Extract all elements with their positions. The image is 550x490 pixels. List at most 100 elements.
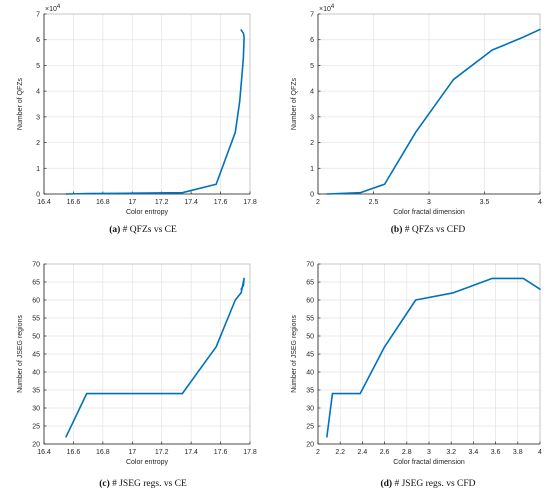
y-tick-label: 20 [306, 442, 314, 449]
y-tick-label: 7 [310, 12, 314, 19]
y-axis-label: Number of QFZs [291, 77, 298, 130]
y-tick-label: 2 [310, 140, 314, 147]
figure-caption: (b) # QFZs vs CFD [391, 224, 466, 235]
y-multiplier-base: ×10 [45, 6, 57, 13]
y-tick-label: 40 [306, 370, 314, 377]
x-tick-label: 2 [316, 449, 320, 456]
y-tick-label: 65 [306, 280, 314, 287]
y-tick-label: 3 [36, 114, 40, 121]
y-tick-label: 40 [32, 370, 40, 377]
x-tick-label: 3.5 [480, 199, 490, 206]
x-tick-label: 17.6 [214, 449, 228, 456]
y-tick-label: 70 [306, 262, 314, 269]
caption-letter: (a) [109, 224, 120, 235]
y-tick-label: 2 [36, 140, 40, 147]
x-tick-label: 17.6 [214, 199, 228, 206]
y-tick-label: 25 [32, 424, 40, 431]
x-tick-label: 17.2 [155, 199, 169, 206]
y-tick-label: 45 [32, 352, 40, 359]
x-tick-label: 16.4 [37, 449, 51, 456]
x-tick-label: 16.8 [96, 449, 110, 456]
y-tick-label: 0 [310, 192, 314, 199]
y-tick-label: 70 [32, 262, 40, 269]
x-tick-label: 16.4 [37, 199, 51, 206]
y-tick-label: 50 [32, 334, 40, 341]
x-axis-label: Color fractal dimension [393, 459, 465, 466]
x-tick-label: 2.8 [402, 449, 412, 456]
figure-caption: (a) # QFZs vs CE [109, 224, 177, 235]
x-tick-label: 2.5 [369, 199, 379, 206]
y-multiplier-exponent: 4 [331, 4, 335, 10]
series-line-1 [326, 28, 541, 195]
x-tick-label: 17 [128, 199, 136, 206]
y-tick-label: 45 [306, 352, 314, 359]
y-tick-label: 5 [36, 63, 40, 70]
x-tick-label: 3 [427, 449, 431, 456]
y-tick-label: 1 [36, 166, 40, 173]
x-tick-label: 3 [427, 199, 431, 206]
chart-panel-1: 16.4 16.6 16.8 17 17.2 17.4 17.6 17.8 0 1 2 3 4 5 6 7 ×1… [17, 4, 257, 216]
figure-caption: (d) # JSEG regs. vs CFD [380, 478, 475, 489]
y-tick-label: 6 [310, 37, 314, 44]
x-tick-label: 3.4 [469, 449, 479, 456]
y-tick-label: 0 [36, 192, 40, 199]
y-tick-label: 4 [36, 89, 40, 96]
y-axis-multiplier: ×104 [319, 4, 335, 13]
caption-letter: (c) [99, 478, 110, 489]
x-tick-label: 17.4 [184, 199, 198, 206]
x-tick-label: 16.6 [67, 199, 81, 206]
chart-panel-3: 16.4 16.6 16.8 17 17.2 17.4 17.6 17.8 20 25 30 35 40… [17, 262, 257, 467]
x-axis-label: Color entropy [126, 459, 169, 466]
y-tick-label: 30 [306, 406, 314, 413]
x-tick-label: 2.2 [335, 449, 345, 456]
x-tick-label: 2 [316, 199, 320, 206]
x-tick-label: 3.8 [513, 449, 523, 456]
y-tick-label: 4 [310, 89, 314, 96]
x-tick-label: 17.8 [243, 199, 257, 206]
x-tick-label: 2.4 [358, 449, 368, 456]
y-tick-label: 5 [310, 63, 314, 70]
y-tick-label: 65 [32, 280, 40, 287]
x-tick-label: 17 [128, 449, 136, 456]
caption-text: # QFZs vs CE [120, 225, 177, 235]
y-tick-label: 30 [32, 406, 40, 413]
y-tick-label: 3 [310, 114, 314, 121]
x-tick-label: 16.8 [96, 199, 110, 206]
figure-caption: (c) # JSEG regs. vs CE [99, 478, 187, 489]
series-line-1 [326, 277, 541, 438]
caption-text: # JSEG regs. vs CE [110, 479, 187, 489]
chart-panel-4: 2 2.2 2.4 2.6 2.8 3 3.2 3.4 3.6 3.8 4 20 25 30 35 40 45 5… [291, 262, 542, 467]
x-tick-label: 3.6 [491, 449, 501, 456]
x-tick-label: 3.2 [446, 449, 456, 456]
caption-text: # QFZs vs CFD [402, 225, 465, 235]
series-line-1 [65, 277, 245, 438]
y-tick-label: 25 [306, 424, 314, 431]
x-tick-label: 17.2 [155, 449, 169, 456]
y-tick-label: 20 [32, 442, 40, 449]
x-tick-label: 17.8 [243, 449, 257, 456]
y-tick-label: 60 [306, 298, 314, 305]
y-axis-label: Number of JSEG regions [17, 315, 24, 393]
x-tick-label: 2.6 [380, 449, 390, 456]
x-axis-label: Color entropy [126, 209, 169, 216]
y-tick-label: 55 [306, 316, 314, 323]
x-axis-label: Color fractal dimension [393, 209, 465, 216]
x-tick-label: 4 [538, 449, 542, 456]
y-tick-label: 50 [306, 334, 314, 341]
y-multiplier-base: ×10 [319, 6, 331, 13]
caption-text: # JSEG regs. vs CFD [392, 479, 476, 489]
y-tick-label: 60 [32, 298, 40, 305]
x-tick-label: 16.6 [67, 449, 81, 456]
y-tick-label: 7 [36, 12, 40, 19]
y-tick-label: 35 [306, 388, 314, 395]
caption-letter: (d) [380, 478, 392, 489]
y-axis-label: Number of JSEG regions [291, 315, 298, 393]
y-multiplier-exponent: 4 [57, 4, 61, 10]
y-tick-label: 35 [32, 388, 40, 395]
y-axis-label: Number of QFZs [17, 77, 24, 130]
x-tick-label: 4 [538, 199, 542, 206]
caption-letter: (b) [391, 224, 403, 235]
y-tick-label: 1 [310, 166, 314, 173]
plot-area [44, 14, 250, 194]
